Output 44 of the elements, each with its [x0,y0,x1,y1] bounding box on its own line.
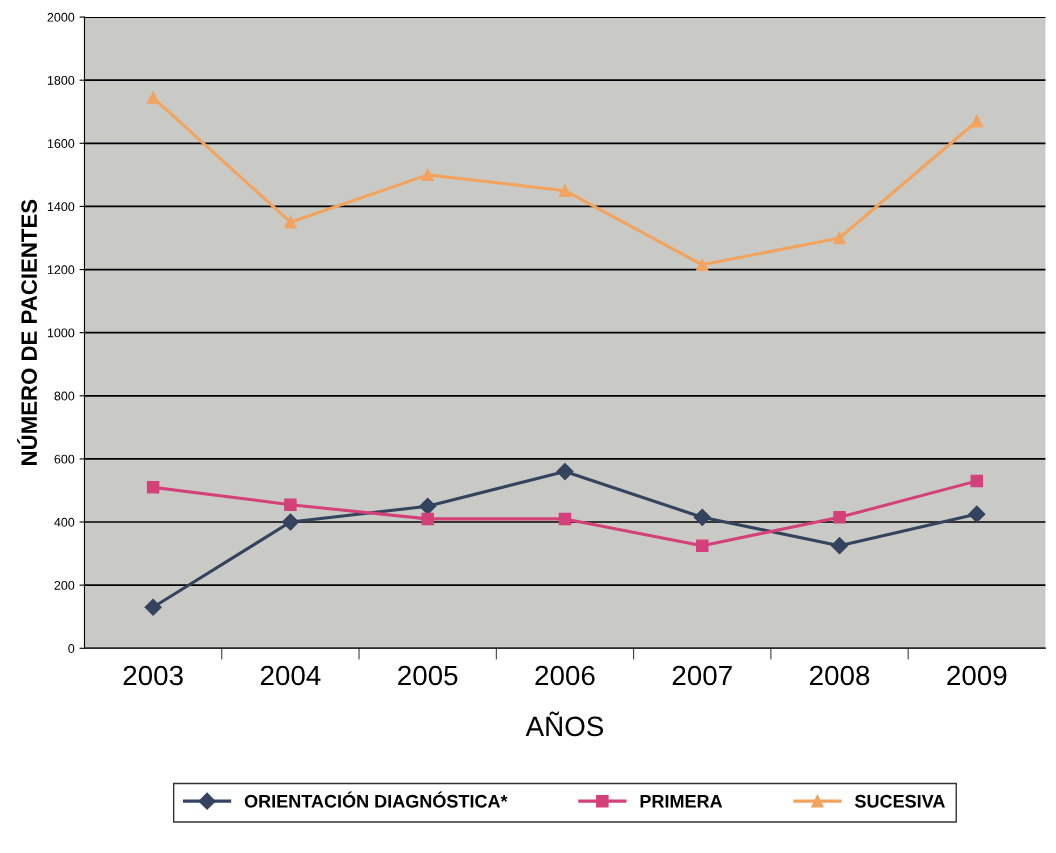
y-tick-label: 1800 [47,75,75,85]
point [558,184,572,197]
y-tick-label: 1000 [47,328,75,338]
point [833,511,846,524]
point [556,462,574,481]
y-tick-label: 400 [54,517,75,527]
point [830,537,849,555]
point [970,114,984,128]
x-axis-title: AÑOS [525,711,604,737]
point [693,508,711,526]
point [968,505,986,523]
point [421,168,434,182]
x-tick-label: 2007 [672,665,732,686]
y-tick-label: 1200 [47,265,75,275]
y-tick-label: 200 [54,580,75,590]
point [558,512,572,526]
point [144,598,162,616]
point [281,513,299,531]
y-tick-label: 800 [54,391,75,401]
y-tick-label: 600 [54,454,75,464]
x-tick-label: 2009 [947,665,1007,686]
point [695,258,709,272]
x-tick-label: 2005 [398,665,458,686]
legend-label: ORIENTACIÓN DIAGNÓSTICA* [244,791,508,808]
point [695,539,709,552]
y-axis-title: NÚMERO DE PACIENTES [17,199,38,465]
x-tick-label: 2004 [260,665,321,686]
point [146,481,160,494]
point [146,91,160,104]
point [970,474,984,488]
y-tick-label: 1400 [47,202,75,212]
y-tick-label: 1600 [47,139,75,148]
x-tick-label: 2006 [535,665,595,686]
point [284,498,297,511]
point [421,512,434,526]
x-tick-label: 2008 [810,665,870,686]
legend-label: SUCESIVA [854,794,945,808]
point [284,215,297,229]
x-tick-label: 2003 [123,665,183,686]
y-tick-label: 0 [68,644,75,653]
y-tick-label: 2000 [47,12,75,22]
point [419,497,437,515]
legend-label: PRIMERA [640,795,723,808]
point [833,231,846,245]
